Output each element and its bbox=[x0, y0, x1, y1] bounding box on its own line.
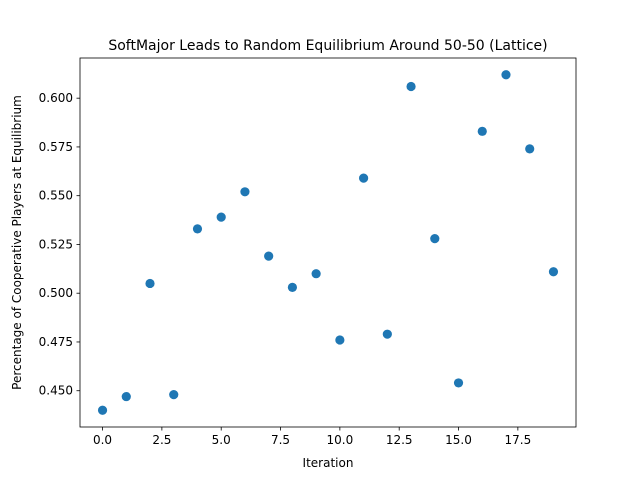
y-axis-ticks: 0.450 0.475 0.500 0.525 0.550 0.575 0.600 bbox=[39, 91, 80, 398]
y-axis-label: Percentage of Cooperative Players at Equ… bbox=[10, 95, 24, 390]
x-axis-ticks: 0.0 2.5 5.0 7.5 10.0 12.5 15.0 17.5 bbox=[93, 427, 531, 447]
data-point bbox=[335, 335, 345, 345]
data-point bbox=[192, 224, 203, 234]
data-point bbox=[525, 144, 535, 154]
y-tick-label: 0.525 bbox=[39, 237, 73, 251]
y-tick-label: 0.550 bbox=[39, 189, 73, 203]
x-axis-label: Iteration bbox=[303, 456, 354, 470]
data-points bbox=[97, 70, 559, 415]
plot-area-frame bbox=[79, 57, 577, 428]
y-tick-label: 0.475 bbox=[39, 335, 73, 349]
data-point bbox=[453, 378, 464, 388]
x-tick-label: 2.5 bbox=[152, 433, 171, 447]
x-tick-label: 15.0 bbox=[445, 433, 472, 447]
data-point bbox=[406, 81, 416, 92]
y-tick-label: 0.600 bbox=[39, 91, 73, 105]
x-tick-label: 5.0 bbox=[212, 433, 231, 447]
x-tick-label: 17.5 bbox=[504, 433, 531, 447]
data-point bbox=[382, 329, 392, 339]
data-point bbox=[477, 126, 487, 136]
data-point bbox=[169, 390, 179, 400]
chart-title: SoftMajor Leads to Random Equilibrium Ar… bbox=[108, 38, 547, 54]
x-tick-label: 0.0 bbox=[93, 433, 112, 447]
data-point bbox=[358, 173, 369, 183]
y-tick-label: 0.575 bbox=[39, 140, 73, 154]
data-point bbox=[501, 70, 511, 80]
data-point bbox=[287, 282, 298, 292]
data-point bbox=[216, 212, 226, 222]
data-point bbox=[430, 233, 440, 244]
y-tick-label: 0.450 bbox=[39, 384, 73, 398]
x-tick-label: 7.5 bbox=[271, 433, 290, 447]
data-point bbox=[240, 187, 250, 197]
data-point bbox=[97, 405, 108, 415]
data-point bbox=[121, 391, 131, 402]
data-point bbox=[548, 267, 559, 277]
data-point bbox=[311, 269, 321, 279]
data-point bbox=[264, 251, 274, 261]
x-tick-label: 12.5 bbox=[386, 433, 413, 447]
y-tick-label: 0.500 bbox=[39, 286, 73, 300]
x-tick-label: 10.0 bbox=[327, 433, 354, 447]
data-point bbox=[145, 278, 155, 289]
